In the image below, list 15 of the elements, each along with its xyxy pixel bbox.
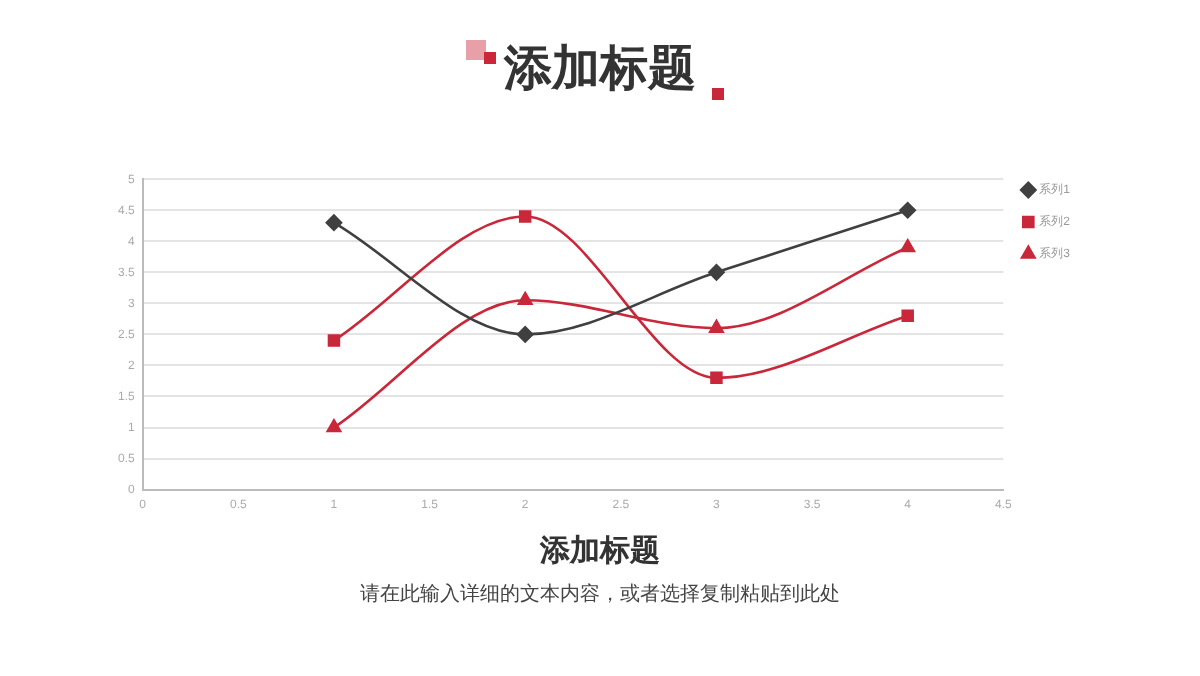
text: 添加标题 — [538, 532, 662, 570]
point — [899, 201, 916, 219]
point — [900, 239, 916, 253]
point — [901, 309, 914, 323]
text: 请在此输入详细的文本内容，或者选择复制粘贴到此处 — [358, 581, 842, 608]
point — [517, 291, 533, 306]
point — [327, 334, 341, 347]
point — [518, 210, 532, 223]
chart-title: 添加标题 — [501, 38, 698, 100]
point — [709, 319, 724, 333]
point — [710, 371, 723, 385]
point — [325, 214, 343, 231]
point — [708, 264, 725, 281]
point — [516, 326, 534, 343]
point — [326, 419, 342, 433]
